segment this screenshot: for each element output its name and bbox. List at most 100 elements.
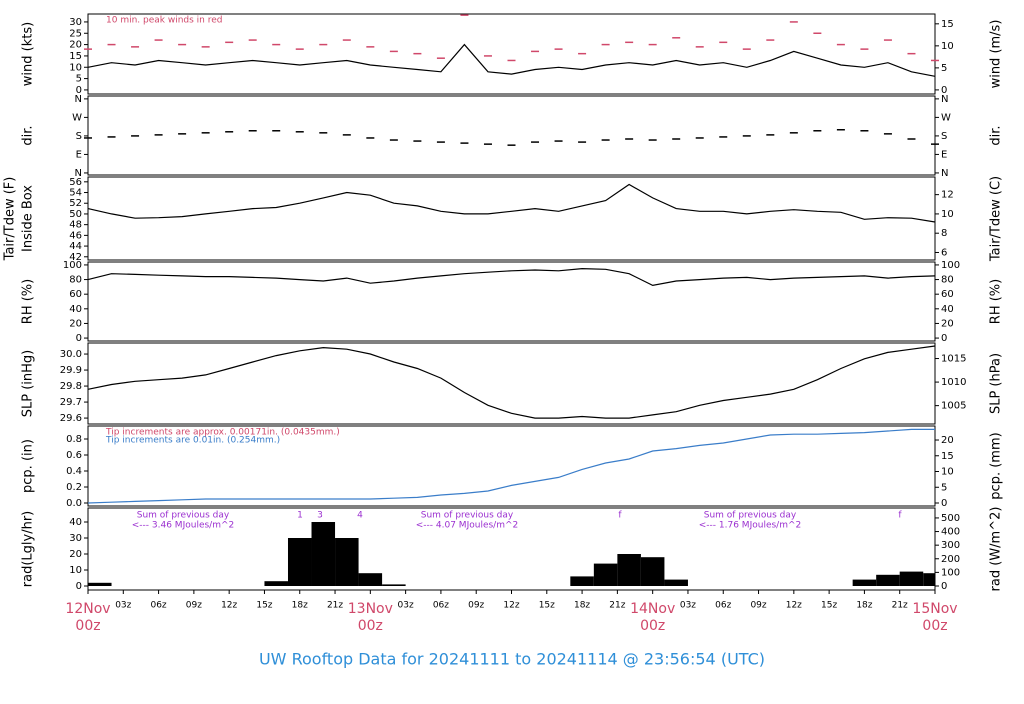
annotation: Tip increments are approx. 0.00171in. (0… xyxy=(105,428,340,438)
panel: 0.0 0.2 0.4 0.6 0.8 0 5 10 15 20 pcp. (in) pcp. (mm… xyxy=(21,425,1004,509)
y-tick-label: 56 xyxy=(69,177,82,188)
x-tick-label: 21z xyxy=(327,601,343,611)
series-line xyxy=(87,267,936,287)
x-tick-label: 18z xyxy=(292,601,308,611)
daily-sum-label: Sum of previous day xyxy=(421,511,514,521)
y-tick-label: 0 xyxy=(76,333,82,344)
bar xyxy=(287,538,312,586)
y-tick-label: 10 xyxy=(69,565,82,576)
y2-tick-label: 15 xyxy=(941,451,954,462)
y-tick-label: S xyxy=(76,131,82,142)
y-tick-label: 0.6 xyxy=(66,450,82,461)
y-tick-label: 20 xyxy=(69,318,82,329)
y2-tick-label: 80 xyxy=(941,275,954,286)
y2-tick-label: 10 xyxy=(941,41,954,52)
sensor-marker: 1 xyxy=(297,511,303,521)
bar xyxy=(923,573,935,586)
bar xyxy=(617,554,641,586)
x-tick-label: 21z xyxy=(609,601,625,611)
y2-axis-title: Tair/Tdew (C) xyxy=(989,176,1004,262)
x-tick-label: 12z xyxy=(221,601,237,611)
y-axis-title: wind (kts) xyxy=(21,22,36,86)
y2-tick-label: 300 xyxy=(941,540,960,551)
panel-frame xyxy=(87,342,936,425)
x-tick-label: 15z xyxy=(539,601,555,611)
y2-tick-label: N xyxy=(941,168,948,179)
y2-tick-label: E xyxy=(941,149,947,160)
y-tick-label: 15 xyxy=(69,51,82,62)
y-axis-title: RH (%) xyxy=(21,279,36,324)
y-tick-label: 80 xyxy=(69,275,82,286)
panel: 0 20 40 60 80 100 0 20 40 60 80 100 RH (%) RH (%) xyxy=(21,260,1004,344)
x-tick-label: 15z xyxy=(256,601,272,611)
y2-tick-label: 12 xyxy=(941,190,954,201)
y-tick-label: 0.4 xyxy=(66,466,82,477)
panel-frame xyxy=(87,261,936,342)
y2-tick-label: S xyxy=(941,131,947,142)
y-tick-label: N xyxy=(75,94,82,105)
y2-tick-label: 0 xyxy=(941,85,947,96)
y2-tick-label: W xyxy=(941,112,951,123)
y2-tick-label: 100 xyxy=(941,260,960,271)
series-line xyxy=(87,428,935,504)
y2-tick-label: 1015 xyxy=(941,354,966,365)
y-tick-label: 48 xyxy=(69,220,82,231)
y-axis-title: rad(Lgly/hr) xyxy=(21,511,36,587)
y-tick-label: 30 xyxy=(69,533,82,544)
y-tick-label: 40 xyxy=(69,304,82,315)
y-axis-title: Tair/Tdew (F) xyxy=(3,177,18,262)
y-tick-label: 0.8 xyxy=(66,434,82,445)
x-tick-label: 18z xyxy=(856,601,872,611)
y2-tick-label: 0 xyxy=(941,498,947,509)
x-tick-label: 15z xyxy=(821,601,837,611)
y-tick-label: 10 xyxy=(69,62,82,73)
x-tick-label: 09z xyxy=(468,601,484,611)
bar xyxy=(311,522,336,586)
x-tick-label: 06z xyxy=(715,601,731,611)
x-tick-label: 03z xyxy=(680,601,696,611)
x-tick-label: 09z xyxy=(750,601,766,611)
y2-tick-label: 5 xyxy=(941,482,947,493)
y-tick-label: 20 xyxy=(69,549,82,560)
bar xyxy=(852,579,877,586)
y2-axis-title: rad (W/m^2) xyxy=(989,507,1004,592)
y-tick-label: 60 xyxy=(69,289,82,300)
daily-sum-value: <--- 4.07 MJoules/m^2 xyxy=(416,521,518,531)
x-tick-label: 03z xyxy=(115,601,131,611)
y2-tick-label: 100 xyxy=(941,567,960,578)
y-axis-title: Inside Box xyxy=(21,185,36,252)
y-axis-title: dir. xyxy=(21,125,36,145)
x-tick-label: 00z xyxy=(75,618,100,634)
x-tick-label: 06z xyxy=(150,601,166,611)
y-tick-label: 25 xyxy=(69,28,82,39)
daily-sum-label: Sum of previous day xyxy=(137,511,230,521)
x-tick-label: 00z xyxy=(640,618,665,634)
x-tick-label: 21z xyxy=(892,601,908,611)
y-tick-label: 50 xyxy=(69,209,82,220)
x-tick-label: 12z xyxy=(503,601,519,611)
daily-sum-label: Sum of previous day xyxy=(704,511,797,521)
y-tick-label: 29.9 xyxy=(60,365,82,376)
y2-tick-label: 500 xyxy=(941,513,960,524)
bar xyxy=(593,563,618,586)
daily-sum-value: <--- 3.46 MJoules/m^2 xyxy=(132,521,234,531)
bar xyxy=(570,576,594,586)
y-axis-title: SLP (inHg) xyxy=(21,350,36,418)
x-date-label: 15Nov xyxy=(912,601,957,617)
y2-tick-label: 200 xyxy=(941,554,960,565)
annotation: Tip increments are 0.01in. (0.254mm.) xyxy=(105,436,280,446)
y2-axis-title: pcp. (mm) xyxy=(989,432,1004,499)
daily-sum-value: <--- 1.76 MJoules/m^2 xyxy=(699,521,801,531)
y2-axis-title: SLP (hPa) xyxy=(989,353,1004,414)
bar xyxy=(335,538,359,586)
panel-frame xyxy=(87,95,936,176)
x-tick-label: 12z xyxy=(786,601,802,611)
y-tick-label: 42 xyxy=(69,252,82,263)
y2-tick-label: 60 xyxy=(941,289,954,300)
sensor-marker: f xyxy=(898,511,902,521)
bar xyxy=(88,582,112,586)
y2-tick-label: 400 xyxy=(941,527,960,538)
x-tick-label: 00z xyxy=(922,618,947,634)
